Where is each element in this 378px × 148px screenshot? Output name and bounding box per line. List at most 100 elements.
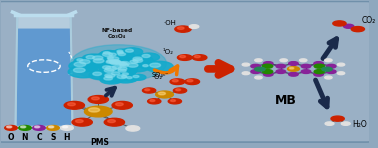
Circle shape (125, 49, 133, 52)
Circle shape (114, 65, 138, 75)
Circle shape (100, 67, 125, 77)
Circle shape (76, 120, 83, 123)
Circle shape (120, 64, 128, 67)
Circle shape (88, 54, 115, 65)
Circle shape (79, 60, 90, 64)
Circle shape (103, 52, 110, 54)
Circle shape (176, 89, 181, 91)
Circle shape (150, 100, 155, 102)
Circle shape (325, 59, 332, 62)
Circle shape (93, 72, 102, 75)
Circle shape (122, 76, 127, 78)
Circle shape (6, 126, 12, 128)
Circle shape (276, 70, 286, 73)
Circle shape (61, 126, 73, 130)
Circle shape (116, 62, 125, 65)
Circle shape (68, 66, 99, 78)
Circle shape (242, 72, 249, 75)
Circle shape (112, 60, 121, 64)
Circle shape (108, 70, 129, 79)
Circle shape (89, 71, 112, 79)
Circle shape (325, 76, 332, 79)
Circle shape (143, 88, 156, 93)
Circle shape (112, 101, 132, 109)
Circle shape (119, 62, 127, 65)
Circle shape (108, 59, 132, 68)
Circle shape (109, 61, 116, 64)
Circle shape (140, 64, 155, 69)
Circle shape (106, 75, 112, 78)
Circle shape (93, 56, 103, 60)
Circle shape (170, 100, 175, 102)
Circle shape (86, 56, 94, 59)
Circle shape (74, 62, 86, 67)
Circle shape (130, 74, 146, 80)
Circle shape (5, 126, 17, 130)
Circle shape (103, 59, 122, 67)
Circle shape (251, 70, 260, 73)
Circle shape (148, 99, 161, 104)
Circle shape (187, 80, 193, 82)
Circle shape (101, 65, 130, 76)
Circle shape (72, 118, 92, 126)
Text: SO₄·⁻: SO₄·⁻ (152, 72, 170, 78)
Circle shape (331, 116, 344, 121)
Circle shape (75, 58, 102, 69)
Circle shape (91, 97, 99, 100)
Circle shape (116, 62, 138, 71)
Circle shape (107, 57, 113, 59)
Circle shape (109, 59, 120, 64)
Circle shape (112, 60, 118, 63)
Circle shape (107, 59, 125, 66)
Circle shape (106, 60, 124, 67)
Circle shape (143, 65, 148, 67)
Circle shape (172, 80, 178, 82)
Circle shape (138, 53, 160, 61)
Circle shape (126, 126, 140, 131)
Circle shape (120, 72, 136, 78)
Circle shape (113, 73, 138, 83)
Circle shape (263, 62, 273, 65)
Circle shape (314, 62, 324, 65)
Text: O: O (8, 133, 14, 142)
Text: ·OH: ·OH (164, 20, 177, 26)
Circle shape (77, 59, 83, 61)
Text: ¹O₂: ¹O₂ (163, 49, 174, 55)
Circle shape (106, 61, 113, 63)
Circle shape (174, 88, 187, 93)
Circle shape (128, 63, 138, 67)
Circle shape (325, 122, 334, 125)
Circle shape (262, 70, 273, 74)
Circle shape (192, 55, 207, 60)
Circle shape (123, 62, 150, 72)
Circle shape (301, 70, 311, 73)
Circle shape (150, 63, 161, 67)
Circle shape (100, 72, 127, 82)
Circle shape (104, 56, 121, 62)
Circle shape (117, 60, 139, 69)
Circle shape (262, 64, 273, 68)
Text: CO₂: CO₂ (361, 16, 376, 25)
Circle shape (116, 103, 123, 106)
Circle shape (105, 52, 125, 59)
Circle shape (111, 60, 126, 66)
Circle shape (117, 50, 123, 52)
Circle shape (109, 59, 125, 65)
Circle shape (116, 61, 137, 69)
Circle shape (100, 75, 123, 84)
Circle shape (130, 60, 138, 63)
Circle shape (156, 91, 174, 98)
Circle shape (113, 61, 126, 66)
Circle shape (20, 126, 26, 128)
Circle shape (327, 64, 336, 68)
Circle shape (84, 106, 112, 117)
Circle shape (115, 61, 136, 69)
Circle shape (99, 64, 120, 73)
Circle shape (314, 73, 324, 76)
Circle shape (170, 79, 185, 85)
Circle shape (276, 64, 286, 68)
Circle shape (110, 60, 117, 63)
Circle shape (122, 48, 143, 56)
Circle shape (104, 118, 124, 126)
Circle shape (314, 70, 324, 74)
